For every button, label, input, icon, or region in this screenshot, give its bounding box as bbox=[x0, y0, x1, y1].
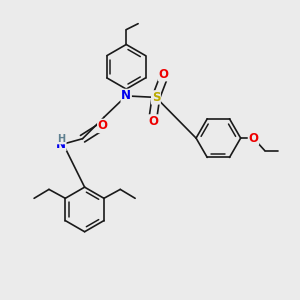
Text: H: H bbox=[57, 134, 65, 144]
Text: O: O bbox=[248, 132, 258, 145]
Text: S: S bbox=[152, 91, 160, 104]
Text: N: N bbox=[121, 89, 131, 102]
Text: N: N bbox=[56, 138, 66, 151]
Text: O: O bbox=[148, 115, 158, 128]
Text: O: O bbox=[98, 119, 108, 132]
Text: O: O bbox=[158, 68, 168, 81]
